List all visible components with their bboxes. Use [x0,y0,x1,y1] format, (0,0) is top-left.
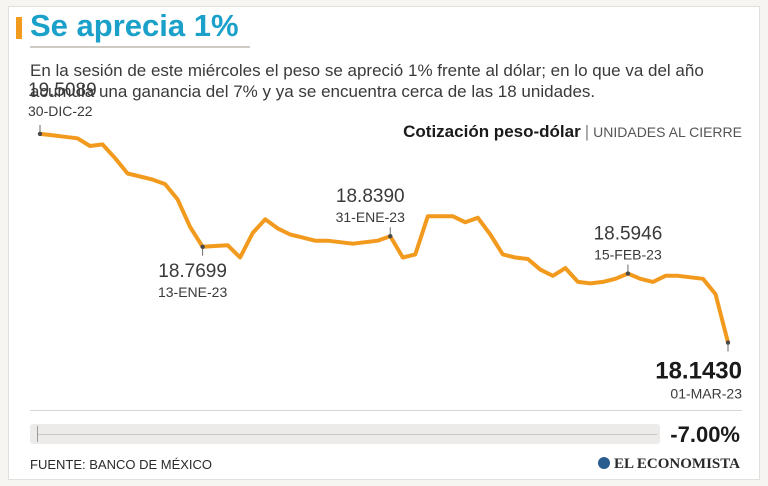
change-bar-start-tick [37,426,38,442]
change-percent: -7.00% [670,422,740,447]
chart-heading-separator: | [584,122,590,141]
annotation-date: 13-ENE-23 [158,284,227,300]
annotation-point [625,271,631,276]
annotation-value: 18.7699 [158,261,227,282]
chart-title: Cotización peso-dólar [403,122,581,141]
chart-heading: Cotización peso-dólar | UNIDADES AL CIERRE [403,122,742,142]
series-line [38,131,730,345]
chart-divider [30,410,742,411]
infographic-frame [8,6,760,480]
brand-logo: EL ECONOMISTA [598,456,740,473]
title-accent-bar [16,17,22,39]
annotation-point [200,244,205,249]
annotation-date: 30-DIC-22 [28,103,93,119]
chart-units-label: UNIDADES AL CIERRE [593,124,742,140]
annotation-value: 18.8390 [336,186,405,207]
change-bar-line [37,434,657,435]
lead-line-2: acumula una ganancia del 7% y ya se encu… [30,82,596,101]
annotation-point [37,131,43,137]
lead-line-1: En la sesión de este miércoles el peso s… [30,61,704,80]
annotation-value: 18.5946 [594,224,663,245]
chart-annotations: 19.5089 30-DIC-22 18.7699 13-ENE-23 18.8390 3… [28,80,742,402]
lead-paragraph: En la sesión de este miércoles el peso s… [30,60,750,102]
page-title: Se aprecia 1% [30,8,239,43]
brand-icon [598,457,610,469]
annotation-value: 19.5089 [28,80,97,101]
title-underline [30,46,250,48]
annotation-value: 18.1430 [655,358,742,385]
annotation-date: 15-FEB-23 [594,247,662,263]
annotation-point [725,340,731,345]
annotation-date: 01-MAR-23 [670,386,742,402]
annotation-point [388,234,393,239]
source-note: FUENTE: BANCO DE MÉXICO [30,457,213,472]
annotation-date: 31-ENE-23 [336,209,405,225]
brand-name: EL ECONOMISTA [614,456,740,472]
